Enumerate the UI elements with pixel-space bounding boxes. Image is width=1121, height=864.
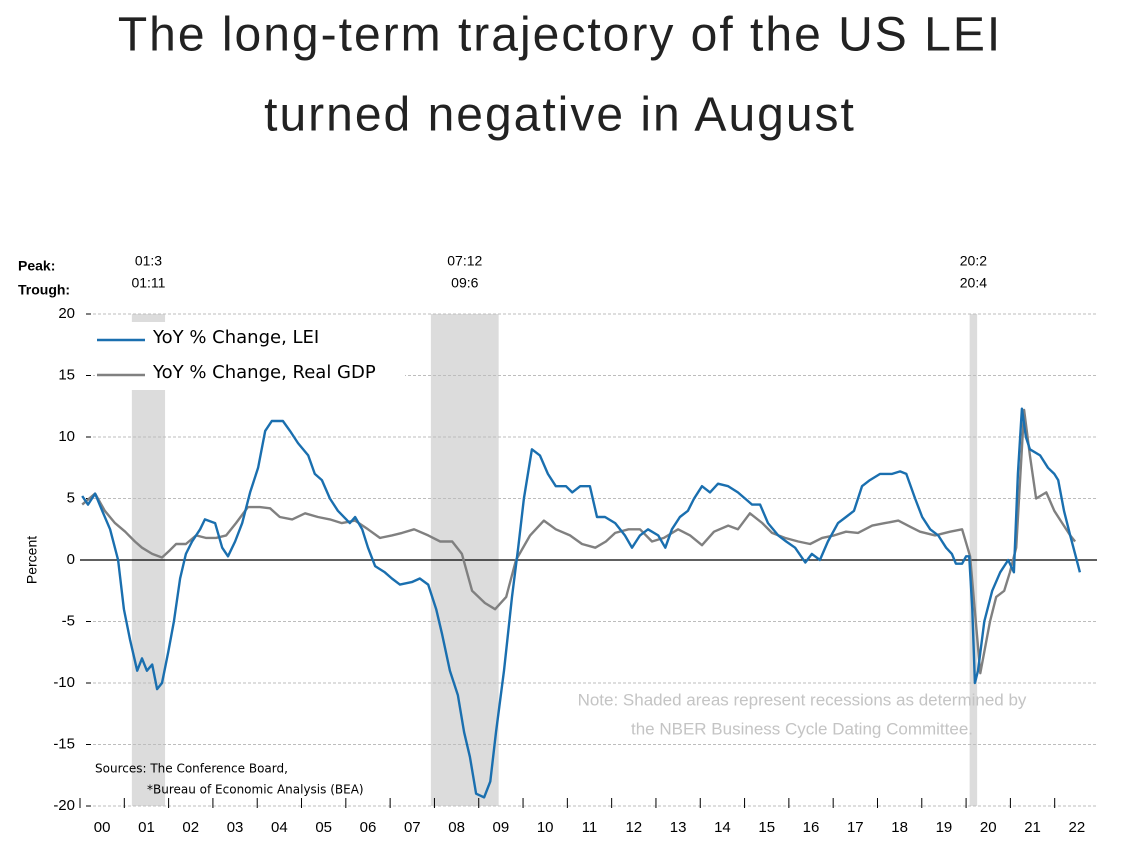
y-tick-label: -10 xyxy=(53,674,75,691)
x-tick-label: 09 xyxy=(493,819,510,836)
legend-label: YoY % Change, Real GDP xyxy=(152,362,376,383)
y-tick-label: 15 xyxy=(58,366,75,383)
y-tick-label: -5 xyxy=(62,612,75,629)
source: *Bureau of Economic Analysis (BEA) xyxy=(147,783,364,797)
trough-date: 01:11 xyxy=(131,275,165,291)
trough-date: 20:4 xyxy=(960,275,987,291)
peak-date: 20:2 xyxy=(960,253,987,269)
x-tick-label: 17 xyxy=(847,819,864,836)
x-tick-label: 20 xyxy=(980,819,997,836)
chart-title: turned negative in August xyxy=(264,89,856,142)
peak-label: Peak: xyxy=(18,258,55,274)
x-tick-label: 19 xyxy=(936,819,953,836)
trough-date: 09:6 xyxy=(451,275,478,291)
x-tick-label: 11 xyxy=(582,819,598,836)
x-tick-label: 07 xyxy=(404,819,421,836)
x-tick-label: 10 xyxy=(537,819,554,836)
x-tick-label: 16 xyxy=(803,819,820,836)
y-tick-label: 0 xyxy=(67,551,75,568)
y-tick-label: -15 xyxy=(53,735,75,752)
x-tick-label: 06 xyxy=(360,819,377,836)
x-tick-label: 12 xyxy=(625,819,642,836)
x-tick-label: 01 xyxy=(138,819,155,836)
y-tick-label: 10 xyxy=(58,428,75,445)
series-line xyxy=(81,408,1077,675)
x-tick-label: 15 xyxy=(758,819,775,836)
note: the NBER Business Cycle Dating Committee… xyxy=(631,719,973,738)
y-axis-label: Percent xyxy=(24,536,40,584)
x-tick-label: 04 xyxy=(271,819,288,836)
x-tick-label: 22 xyxy=(1069,819,1086,836)
trough-label: Trough: xyxy=(18,282,70,298)
peak-date: 07:12 xyxy=(447,253,482,269)
x-tick-label: 21 xyxy=(1024,819,1041,836)
peak-date: 01:3 xyxy=(135,253,162,269)
x-tick-label: 14 xyxy=(714,819,731,836)
series-line xyxy=(81,407,1082,799)
x-tick-label: 13 xyxy=(670,819,687,836)
legend-label: YoY % Change, LEI xyxy=(152,327,319,348)
x-tick-label: 05 xyxy=(315,819,332,836)
y-tick-label: -20 xyxy=(53,797,75,814)
y-tick-label: 20 xyxy=(58,305,75,322)
x-tick-label: 02 xyxy=(182,819,199,836)
legend-background xyxy=(95,322,405,390)
x-tick-label: 00 xyxy=(94,819,111,836)
chart-title: The long-term trajectory of the US LEI xyxy=(118,9,1002,62)
note: Note: Shaded areas represent recessions … xyxy=(578,690,1027,709)
x-tick-label: 08 xyxy=(448,819,465,836)
x-tick-label: 03 xyxy=(227,819,244,836)
x-tick-label: 18 xyxy=(891,819,908,836)
y-tick-label: 5 xyxy=(67,489,75,506)
source: Sources: The Conference Board, xyxy=(95,762,288,776)
